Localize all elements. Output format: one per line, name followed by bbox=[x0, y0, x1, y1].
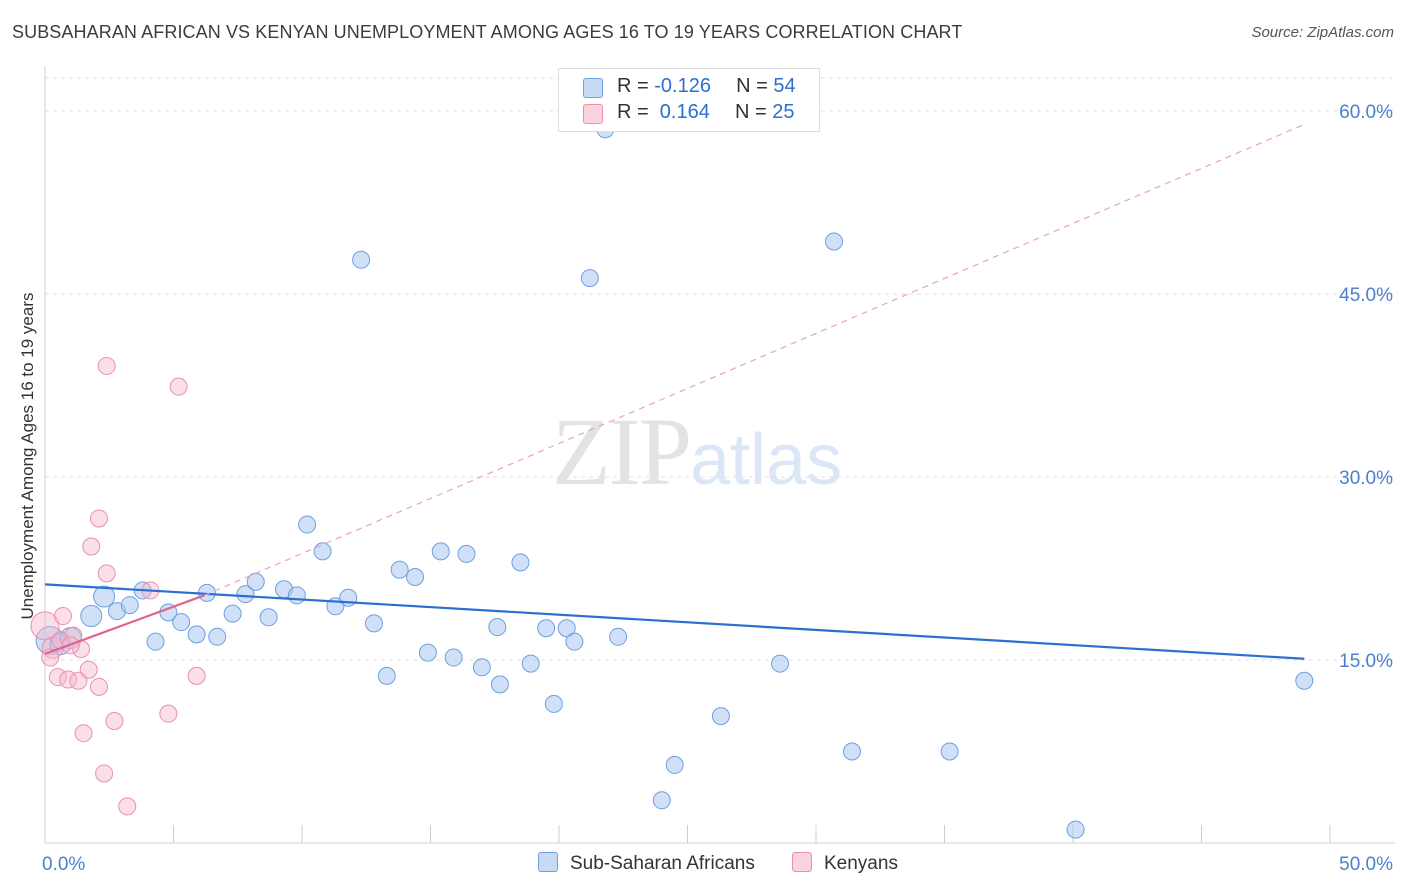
data-point-subsaharan bbox=[377, 666, 396, 685]
data-point-subsaharan bbox=[1295, 671, 1314, 690]
data-point-subsaharan bbox=[771, 654, 790, 673]
data-point-kenyans bbox=[74, 724, 93, 743]
data-point-subsaharan bbox=[488, 618, 507, 637]
data-point-subsaharan bbox=[665, 755, 684, 774]
data-point-kenyans bbox=[105, 711, 124, 730]
trend-line-subsaharan bbox=[44, 583, 1305, 660]
r-value-kenyans: 0.164 bbox=[654, 101, 710, 123]
data-point-subsaharan bbox=[652, 791, 671, 810]
data-point-kenyans bbox=[69, 671, 88, 690]
legend-label-kenyans: Kenyans bbox=[824, 853, 898, 874]
data-point-subsaharan bbox=[940, 742, 959, 761]
data-point-subsaharan bbox=[352, 250, 371, 269]
data-point-subsaharan bbox=[406, 568, 425, 587]
legend-item-subsaharan[interactable]: Sub-Saharan Africans bbox=[538, 852, 755, 875]
data-point-subsaharan bbox=[187, 625, 206, 644]
y-tick-label: 30.0% bbox=[1339, 468, 1393, 489]
legend-swatch-kenyans bbox=[792, 852, 812, 872]
data-point-kenyans bbox=[97, 564, 116, 583]
data-point-subsaharan bbox=[146, 632, 165, 651]
n-label: N = bbox=[736, 75, 774, 97]
data-point-kenyans bbox=[97, 356, 116, 375]
data-point-subsaharan bbox=[544, 694, 563, 713]
data-point-subsaharan bbox=[511, 553, 530, 572]
data-point-kenyans bbox=[159, 704, 178, 723]
watermark-atlas: atlas bbox=[690, 420, 843, 500]
data-point-subsaharan bbox=[364, 614, 383, 633]
legend-stats-kenyans: R = 0.164 N = 25 bbox=[617, 101, 794, 124]
r-label: R = bbox=[617, 75, 655, 97]
watermark-zip: ZIP bbox=[552, 398, 692, 505]
trend-line-kenyans bbox=[44, 594, 205, 655]
legend-stats-subsaharan: R = -0.126 N = 54 bbox=[617, 75, 796, 98]
r-label: R = bbox=[617, 101, 655, 123]
data-point-subsaharan bbox=[208, 627, 227, 646]
watermark: ZIPatlas bbox=[552, 396, 842, 507]
data-point-kenyans bbox=[53, 607, 72, 626]
data-point-kenyans bbox=[79, 660, 98, 679]
n-value-subsaharan: 54 bbox=[773, 75, 796, 97]
data-point-subsaharan bbox=[711, 707, 730, 726]
data-point-subsaharan bbox=[824, 232, 843, 251]
r-value-subsaharan: -0.126 bbox=[654, 75, 711, 97]
data-point-subsaharan bbox=[490, 675, 509, 694]
data-point-subsaharan bbox=[537, 619, 556, 638]
data-point-subsaharan bbox=[298, 515, 317, 534]
legend-swatch-kenyans bbox=[583, 104, 603, 124]
data-point-subsaharan bbox=[418, 643, 437, 662]
data-point-subsaharan bbox=[287, 586, 306, 605]
data-point-kenyans bbox=[48, 668, 67, 687]
data-point-subsaharan bbox=[236, 585, 255, 604]
y-axis-label: Unemployment Among Ages 16 to 19 years bbox=[18, 292, 37, 620]
data-point-kenyans bbox=[89, 509, 108, 528]
data-point-subsaharan bbox=[609, 627, 628, 646]
data-point-subsaharan bbox=[565, 632, 584, 651]
data-point-subsaharan bbox=[120, 596, 139, 615]
data-point-kenyans bbox=[89, 677, 108, 696]
chart-title: SUBSAHARAN AFRICAN VS KENYAN UNEMPLOYMEN… bbox=[12, 22, 963, 42]
data-point-kenyans bbox=[169, 377, 188, 396]
data-point-subsaharan bbox=[223, 604, 242, 623]
legend-label-subsaharan: Sub-Saharan Africans bbox=[570, 853, 755, 874]
x-tick-label: 0.0% bbox=[42, 854, 85, 875]
correlation-legend: R = -0.126 N = 54 R = 0.164 N = 25 bbox=[558, 68, 820, 132]
data-point-subsaharan bbox=[80, 605, 103, 628]
data-point-kenyans bbox=[82, 537, 101, 556]
data-point-subsaharan bbox=[390, 560, 409, 579]
legend-swatch-subsaharan bbox=[583, 78, 603, 98]
n-label: N = bbox=[734, 101, 773, 123]
data-point-subsaharan bbox=[557, 619, 576, 638]
data-point-kenyans bbox=[30, 611, 60, 641]
data-point-subsaharan bbox=[431, 542, 450, 561]
data-point-subsaharan bbox=[444, 648, 463, 667]
data-point-subsaharan bbox=[172, 613, 191, 632]
data-point-subsaharan bbox=[259, 608, 278, 627]
data-point-subsaharan bbox=[472, 658, 491, 677]
y-tick-label: 45.0% bbox=[1339, 285, 1393, 306]
n-value-kenyans: 25 bbox=[772, 101, 795, 123]
y-tick-label: 15.0% bbox=[1339, 651, 1393, 672]
data-point-subsaharan bbox=[842, 742, 861, 761]
data-point-kenyans bbox=[95, 764, 114, 783]
y-tick-label: 60.0% bbox=[1339, 102, 1393, 123]
data-point-subsaharan bbox=[521, 654, 540, 673]
data-point-subsaharan bbox=[93, 585, 116, 608]
chart-source: Source: ZipAtlas.com bbox=[1251, 24, 1394, 41]
x-tick-label: 50.0% bbox=[1339, 854, 1393, 875]
data-point-kenyans bbox=[118, 797, 137, 816]
data-point-kenyans bbox=[187, 666, 206, 685]
data-point-subsaharan bbox=[580, 269, 599, 288]
trend-line-extension-kenyans bbox=[204, 123, 1305, 596]
legend-swatch-subsaharan bbox=[538, 852, 558, 872]
data-point-subsaharan bbox=[457, 544, 476, 563]
data-point-subsaharan bbox=[313, 542, 332, 561]
data-point-subsaharan bbox=[1066, 820, 1085, 839]
legend-item-kenyans[interactable]: Kenyans bbox=[792, 852, 898, 875]
